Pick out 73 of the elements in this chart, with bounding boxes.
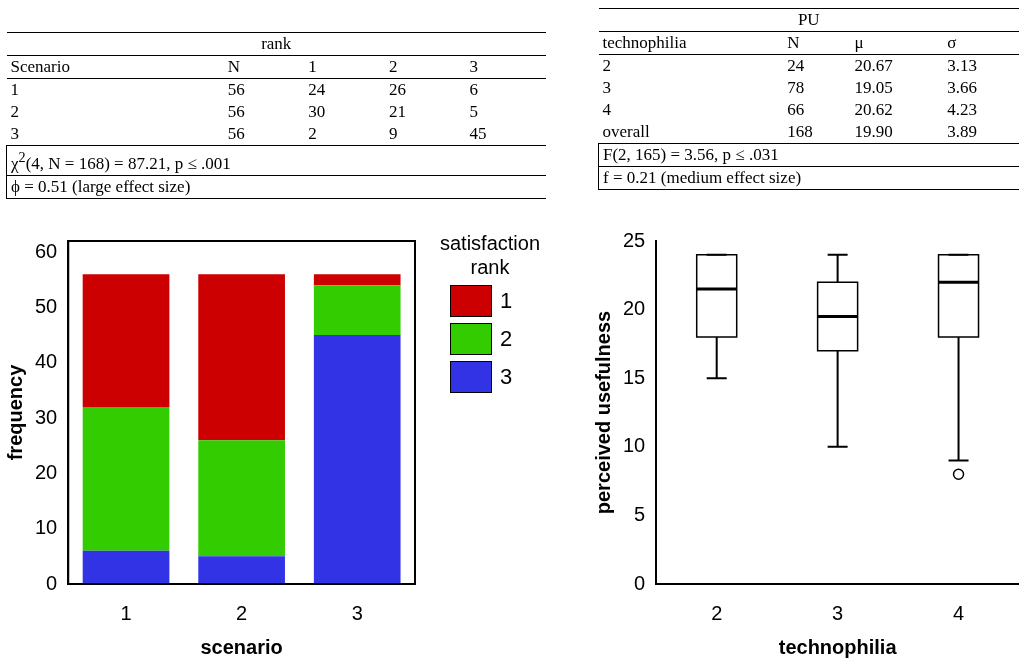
text: 168 bbox=[787, 122, 813, 141]
y-tick-label: 0 bbox=[46, 571, 58, 594]
text: 30 bbox=[308, 102, 326, 121]
category-label: N bbox=[223, 55, 305, 79]
text: 3.66 bbox=[947, 78, 977, 97]
text: 56 bbox=[227, 124, 245, 143]
text: 2 bbox=[10, 102, 19, 121]
y-tick-label: 30 bbox=[35, 405, 58, 428]
text: 56 bbox=[227, 80, 245, 99]
y-tick-label: 25 bbox=[623, 228, 646, 251]
text: 2 bbox=[308, 124, 317, 143]
category-label: technophilia bbox=[598, 31, 784, 55]
x-tick-label: 3 bbox=[351, 601, 363, 624]
legend-title: satisfaction rank bbox=[438, 231, 542, 279]
category-label: μ bbox=[850, 31, 944, 55]
y-tick-label: 10 bbox=[623, 434, 646, 457]
category-label: 3 bbox=[465, 55, 546, 79]
text: 3.13 bbox=[947, 56, 977, 75]
text: 24 bbox=[787, 56, 805, 75]
text: rank bbox=[6, 32, 546, 56]
y-tick-label: 10 bbox=[35, 516, 58, 539]
text: 56 bbox=[227, 102, 245, 121]
y-tick-label: 40 bbox=[35, 350, 58, 373]
text: 20.67 bbox=[854, 56, 893, 75]
text: 3.89 bbox=[947, 122, 977, 141]
text: overall bbox=[602, 122, 650, 141]
text: f = 0.21 (medium effect size) bbox=[598, 166, 1019, 190]
y-tick-label: 20 bbox=[35, 460, 58, 483]
y-tick-label: 60 bbox=[35, 239, 58, 262]
x-axis-title: technophilia bbox=[778, 635, 898, 658]
y-tick-label: 50 bbox=[35, 294, 58, 317]
legend-label: 3 bbox=[500, 364, 513, 390]
x-tick-label: 2 bbox=[711, 601, 723, 624]
x-tick-label: 4 bbox=[952, 601, 965, 624]
legend-label: 1 bbox=[500, 288, 513, 314]
y-tick-label: 0 bbox=[634, 571, 646, 594]
legend-label: 2 bbox=[500, 326, 513, 352]
y-tick-label: 20 bbox=[623, 297, 646, 320]
text: χ$^{2}$(4, N = 168) = 87.21, p ≤ .001 bbox=[6, 145, 546, 176]
text: 3 bbox=[602, 78, 611, 97]
text: 24 bbox=[308, 80, 326, 99]
text: ϕ = 0.51 (large effect size) bbox=[6, 175, 546, 199]
text: 19.05 bbox=[854, 78, 893, 97]
text: 1 bbox=[10, 80, 19, 99]
y-tick-label: 5 bbox=[634, 502, 646, 525]
text: 6 bbox=[469, 80, 478, 99]
text: 9 bbox=[388, 124, 398, 143]
text: 3 bbox=[10, 124, 19, 143]
text: 2 bbox=[602, 56, 611, 75]
x-tick-label: 2 bbox=[236, 601, 248, 624]
text: 4 bbox=[602, 100, 611, 119]
text: 19.90 bbox=[854, 122, 893, 141]
category-label: 1 bbox=[304, 55, 385, 79]
x-tick-label: 1 bbox=[120, 601, 132, 624]
text: 78 bbox=[787, 78, 805, 97]
y-tick-label: 15 bbox=[623, 365, 646, 388]
text: 5 bbox=[469, 102, 478, 121]
x-axis-title: scenario bbox=[200, 635, 283, 658]
x-tick-label: 3 bbox=[832, 601, 844, 624]
category-label: σ bbox=[943, 31, 1019, 55]
y-axis-title: frequency bbox=[3, 363, 26, 461]
text: 4.23 bbox=[947, 100, 977, 119]
text: 45 bbox=[469, 124, 487, 143]
text: F(2, 165) = 3.56, p ≤ .031 bbox=[598, 143, 1019, 167]
y-axis-title: perceived usefulness bbox=[591, 310, 614, 515]
category-label: N bbox=[783, 31, 851, 55]
text: 21 bbox=[388, 102, 406, 121]
text: 66 bbox=[787, 100, 805, 119]
text: PU bbox=[598, 8, 1019, 32]
text: 26 bbox=[388, 80, 406, 99]
text: 20.62 bbox=[854, 100, 893, 119]
category-label: 2 bbox=[384, 55, 466, 79]
category-label: Scenario bbox=[6, 55, 224, 79]
